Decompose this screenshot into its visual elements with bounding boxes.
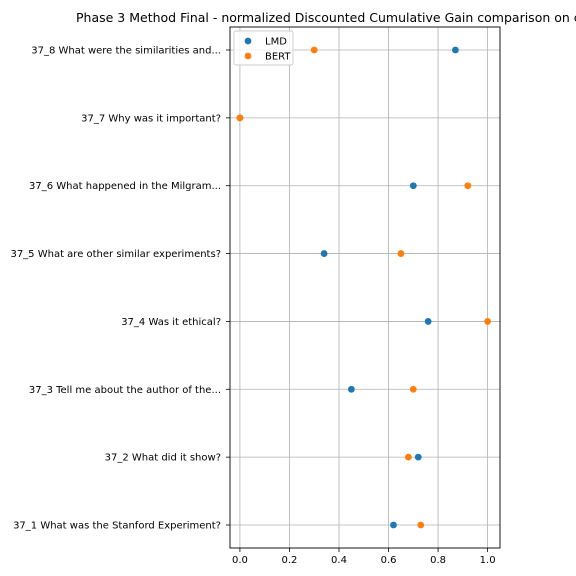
data-point-bert bbox=[417, 521, 425, 529]
category-label: 37_8 What were the similarities and... bbox=[31, 46, 221, 57]
category-label: 37_3 Tell me about the author of the... bbox=[29, 385, 221, 396]
legend-marker-lmd bbox=[244, 37, 252, 45]
x-tick-label: 0.0 bbox=[232, 555, 248, 566]
data-point-lmd bbox=[414, 453, 422, 461]
x-axis: 0.0 0.2 0.4 0.6 0.8 1.0 bbox=[232, 548, 496, 566]
x-tick-label: 0.4 bbox=[331, 555, 347, 566]
data-point-lmd bbox=[409, 182, 417, 190]
legend: LMD BERT bbox=[233, 30, 294, 66]
data-point-bert bbox=[310, 46, 318, 54]
x-tick-label: 0.8 bbox=[430, 555, 446, 566]
legend-marker-bert bbox=[244, 52, 252, 60]
data-point-bert bbox=[404, 453, 412, 461]
data-point-lmd bbox=[424, 318, 432, 325]
data-point-bert bbox=[464, 182, 472, 190]
legend-label-bert: BERT bbox=[265, 52, 291, 63]
category-label: 37_5 What are other similar experiments? bbox=[10, 249, 221, 260]
x-tick-label: 0.2 bbox=[281, 555, 297, 566]
category-label: 37_1 What was the Stanford Experiment? bbox=[13, 521, 221, 532]
category-label: 37_6 What happened in the Milgram... bbox=[29, 181, 221, 192]
plot-frame bbox=[229, 26, 501, 549]
data-point-bert bbox=[236, 114, 244, 122]
chart-title: Phase 3 Method Final - normalized Discou… bbox=[76, 10, 576, 25]
x-tick-label: 0.6 bbox=[381, 555, 397, 566]
data-points bbox=[236, 46, 492, 529]
data-point-bert bbox=[397, 250, 405, 257]
category-label: 37_2 What did it show? bbox=[105, 453, 221, 464]
data-point-bert bbox=[409, 385, 417, 393]
grid-lines bbox=[230, 27, 500, 548]
data-point-lmd bbox=[390, 521, 397, 529]
data-point-lmd bbox=[452, 46, 459, 54]
data-point-lmd bbox=[320, 250, 328, 257]
category-label: 37_7 Why was it important? bbox=[81, 113, 221, 124]
data-point-bert bbox=[484, 318, 492, 325]
x-tick-label: 1.0 bbox=[480, 555, 496, 566]
data-point-lmd bbox=[347, 385, 355, 393]
y-axis: 37_8 What were the similarities and... 37… bbox=[10, 46, 230, 532]
category-label: 37_4 Was it ethical? bbox=[121, 317, 221, 328]
legend-label-lmd: LMD bbox=[265, 37, 287, 48]
